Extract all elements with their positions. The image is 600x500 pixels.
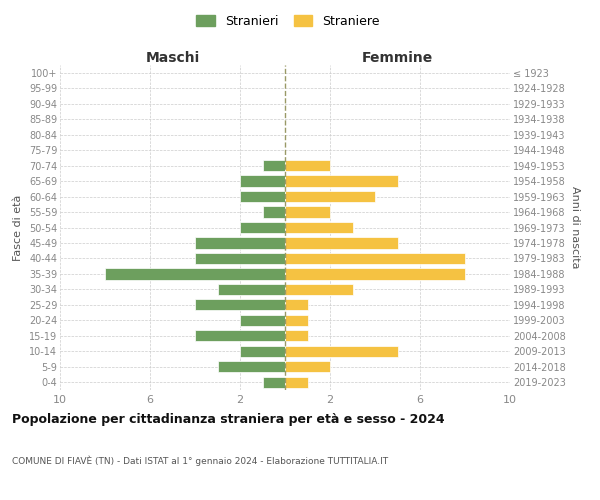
Bar: [195, 238, 285, 248]
Bar: [240, 191, 285, 202]
Bar: [285, 191, 375, 202]
Text: Popolazione per cittadinanza straniera per età e sesso - 2024: Popolazione per cittadinanza straniera p…: [12, 412, 445, 426]
Text: COMUNE DI FIAVÈ (TN) - Dati ISTAT al 1° gennaio 2024 - Elaborazione TUTTITALIA.I: COMUNE DI FIAVÈ (TN) - Dati ISTAT al 1° …: [12, 455, 388, 466]
Bar: [263, 160, 285, 171]
Bar: [285, 330, 308, 342]
Bar: [285, 206, 330, 218]
Bar: [285, 238, 398, 248]
Y-axis label: Fasce di età: Fasce di età: [13, 194, 23, 260]
Bar: [240, 222, 285, 233]
Bar: [195, 300, 285, 310]
Bar: [263, 376, 285, 388]
Bar: [218, 284, 285, 295]
Legend: Stranieri, Straniere: Stranieri, Straniere: [193, 11, 383, 32]
Y-axis label: Anni di nascita: Anni di nascita: [569, 186, 580, 269]
Bar: [285, 268, 465, 280]
Bar: [285, 315, 308, 326]
Bar: [195, 330, 285, 342]
Bar: [105, 268, 285, 280]
Bar: [240, 315, 285, 326]
Bar: [240, 346, 285, 357]
Bar: [285, 176, 398, 186]
Bar: [285, 361, 330, 372]
Text: Femmine: Femmine: [362, 51, 433, 65]
Bar: [285, 160, 330, 171]
Bar: [195, 253, 285, 264]
Bar: [240, 176, 285, 186]
Bar: [285, 222, 353, 233]
Bar: [263, 206, 285, 218]
Text: Maschi: Maschi: [145, 51, 200, 65]
Bar: [285, 376, 308, 388]
Bar: [285, 300, 308, 310]
Bar: [285, 284, 353, 295]
Bar: [285, 253, 465, 264]
Bar: [285, 346, 398, 357]
Bar: [218, 361, 285, 372]
